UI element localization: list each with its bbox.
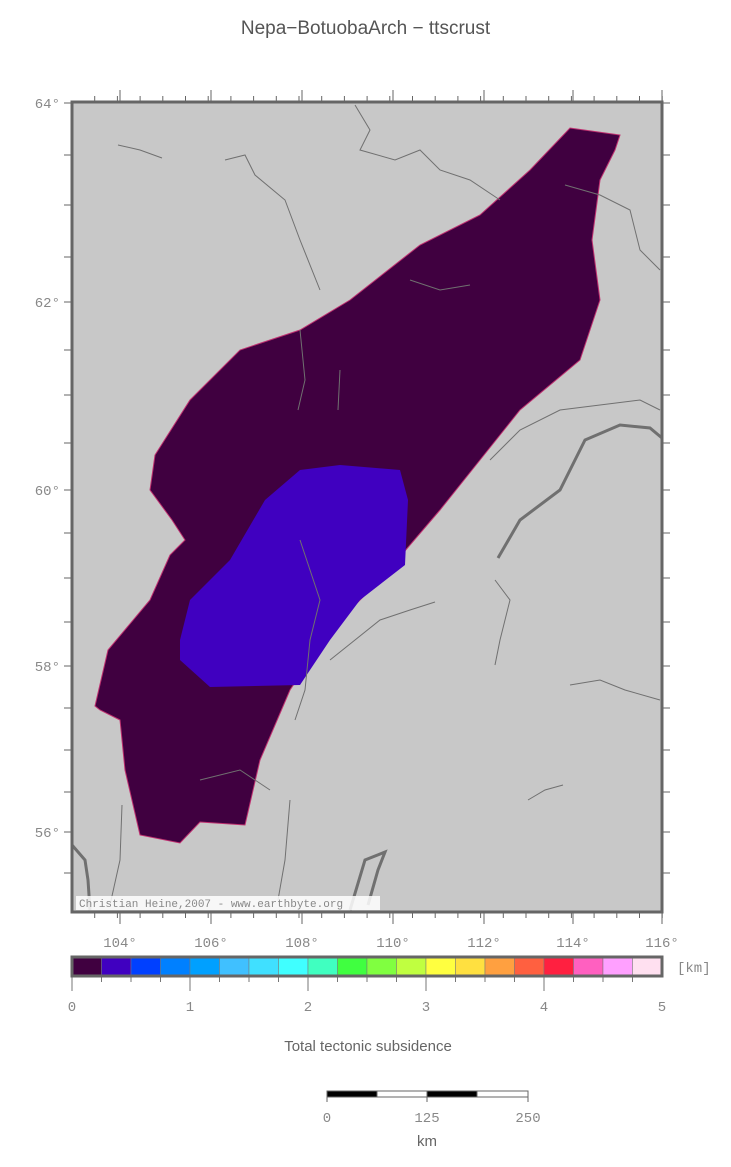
colorbar-cell: [484, 957, 515, 976]
lon-label: 104°: [103, 936, 137, 952]
lat-label: 64°: [35, 97, 60, 113]
colorbar-tick-label: 3: [422, 1000, 430, 1016]
colorbar-cell: [396, 957, 427, 976]
major-river-west: [70, 844, 92, 911]
lon-label: 110°: [376, 936, 410, 952]
colorbar-cell: [219, 957, 250, 976]
colorbar-cell: [602, 957, 633, 976]
colorbar-tick-label: 5: [658, 1000, 666, 1016]
rivers: [109, 104, 661, 906]
colorbar-cell: [278, 957, 309, 976]
credit-text: Christian Heine,2007 - www.earthbyte.org: [79, 899, 343, 911]
colorbar-cell: [101, 957, 132, 976]
colorbar-cell: [160, 957, 191, 976]
colorbar-cell: [573, 957, 604, 976]
colorbar-cell: [632, 957, 663, 976]
colorbar-cell: [543, 957, 574, 976]
colorbar-cell: [514, 957, 545, 976]
map-frame: Christian Heine,2007 - www.earthbyte.org: [70, 100, 664, 914]
axis-ticks: [64, 90, 670, 924]
colorbar-cell: [425, 957, 456, 976]
colorbar-tick-label: 0: [68, 1000, 76, 1016]
colorbar-cell: [337, 957, 368, 976]
lat-label: 62°: [35, 296, 60, 312]
colorbar-cell: [130, 957, 161, 976]
colorbar-cell: [189, 957, 220, 976]
subsidence-region-inner: [180, 465, 408, 687]
lon-label: 114°: [556, 936, 590, 952]
colorbar-label: Total tectonic subsidence: [284, 1038, 452, 1055]
lat-label: 56°: [35, 826, 60, 842]
scale-tick-label: 125: [414, 1111, 439, 1127]
lat-label: 58°: [35, 660, 60, 676]
colorbar-cell: [71, 957, 102, 976]
scale-tick-label: 0: [323, 1111, 331, 1127]
colorbar-tick-label: 2: [304, 1000, 312, 1016]
colorbar-tick-label: 4: [540, 1000, 548, 1016]
lon-label: 112°: [467, 936, 501, 952]
scale-unit: km: [417, 1133, 437, 1150]
colorbar-border: [70, 955, 664, 978]
scale-tick-label: 250: [515, 1111, 540, 1127]
map-title: Nepa−BotuobaArch − ttscrust: [240, 18, 491, 39]
credit-box: [76, 896, 380, 910]
colorbar-cell: [366, 957, 397, 976]
colorbar-cell: [307, 957, 338, 976]
lat-label: 60°: [35, 484, 60, 500]
lon-label: 116°: [645, 936, 679, 952]
colorbar-unit: [km]: [677, 961, 711, 977]
colorbar-tick-label: 1: [186, 1000, 194, 1016]
lon-label: 106°: [194, 936, 228, 952]
lake-shore: [348, 849, 388, 911]
colorbar-cell: [455, 957, 486, 976]
colorbar-cell: [248, 957, 279, 976]
lon-label: 108°: [285, 936, 319, 952]
scale-bar: [326, 1090, 529, 1102]
major-river: [496, 423, 663, 559]
colorbar: [71, 957, 663, 991]
